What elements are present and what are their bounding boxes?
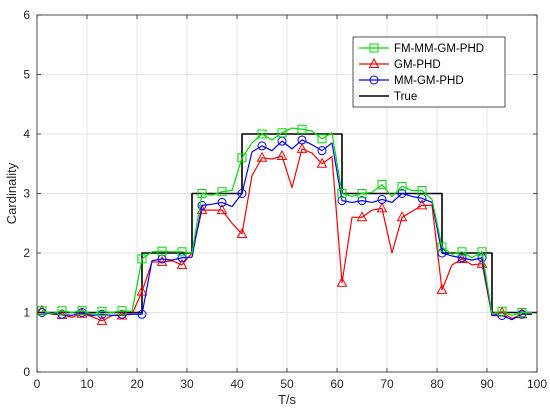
data-point [317, 134, 327, 144]
legend-label: FM-MM-GM-PHD [394, 43, 484, 55]
x-tick-label: 60 [330, 377, 344, 391]
x-tick-label: 100 [527, 377, 547, 391]
data-point [96, 314, 108, 325]
y-tick-label: 3 [23, 187, 30, 201]
data-point [397, 189, 407, 198]
data-point [296, 142, 308, 153]
legend-entry: GM-PHD [359, 57, 441, 71]
legend-entry: FM-MM-GM-PHD [359, 43, 484, 55]
data-point [477, 247, 487, 257]
data-point [236, 227, 248, 238]
x-tick-label: 50 [280, 377, 294, 391]
data-point [277, 128, 287, 138]
data-point [437, 248, 447, 258]
series-fm-mm-gm-phd [37, 124, 532, 317]
data-point [457, 253, 467, 263]
data-point [317, 146, 327, 156]
data-point [217, 187, 227, 197]
data-point [417, 186, 427, 196]
data-point [177, 253, 187, 263]
legend-entry: True [359, 91, 417, 103]
data-point [337, 189, 347, 198]
tick-layer: 0 10 20 30 40 50 60 70 80 90 100 0 1 2 3 4 5 6 [23, 8, 547, 391]
data-point [437, 242, 447, 252]
data-point [357, 196, 367, 206]
data-point [137, 309, 147, 319]
data-point [157, 246, 167, 256]
data-point [197, 200, 207, 210]
data-point [117, 306, 127, 316]
x-tick-label: 40 [230, 377, 244, 391]
data-point [337, 196, 347, 206]
y-axis-label: Cardinality [4, 162, 19, 224]
data-point [357, 189, 367, 198]
legend: FM-MM-GM-PHD GM-PHD MM-GM-PHD True [352, 36, 506, 108]
data-point [256, 151, 268, 162]
data-point [177, 247, 187, 257]
data-point [368, 57, 380, 68]
data-point [517, 308, 527, 317]
x-tick-label: 30 [180, 377, 194, 391]
data-point [497, 306, 507, 316]
x-tick-label: 80 [430, 377, 444, 391]
data-point [297, 135, 307, 145]
y-tick-label: 1 [23, 306, 30, 320]
data-point [376, 202, 388, 213]
data-point [369, 43, 379, 53]
series-line [41, 148, 532, 322]
data-point [316, 157, 328, 168]
data-point [396, 211, 408, 222]
y-tick-label: 6 [23, 8, 30, 22]
data-point [237, 153, 247, 163]
data-point [436, 283, 448, 294]
data-point [57, 306, 67, 316]
data-point [136, 285, 148, 296]
data-point [336, 276, 348, 287]
x-tick-label: 0 [34, 377, 41, 391]
x-tick-label: 70 [380, 377, 394, 391]
y-tick-label: 4 [23, 127, 30, 141]
x-tick-label: 20 [130, 377, 144, 391]
data-point [37, 306, 47, 316]
legend-label: True [394, 91, 417, 103]
data-point [97, 306, 107, 316]
data-point [377, 180, 387, 190]
data-point [237, 189, 247, 198]
legend-label: GM-PHD [394, 59, 441, 71]
y-tick-label: 2 [23, 246, 30, 260]
data-point [257, 129, 267, 139]
x-axis-label: T/s [278, 392, 297, 407]
legend-entry: MM-GM-PHD [359, 75, 464, 87]
x-tick-label: 10 [80, 377, 94, 391]
data-point [216, 204, 228, 215]
data-point [377, 194, 387, 204]
data-point [257, 141, 267, 151]
data-point [457, 247, 467, 257]
data-point [197, 189, 207, 198]
y-tick-label: 5 [23, 68, 30, 82]
data-point [369, 75, 379, 85]
data-point [77, 306, 87, 316]
data-point [297, 124, 307, 134]
data-point [276, 149, 288, 161]
x-tick-label: 90 [480, 377, 494, 391]
data-point [156, 255, 168, 266]
series-line [41, 127, 532, 317]
data-point [176, 258, 188, 269]
legend-label: MM-GM-PHD [394, 75, 464, 87]
data-point [416, 199, 428, 210]
data-point [397, 181, 407, 191]
y-tick-label: 0 [23, 365, 30, 379]
data-point [356, 211, 368, 222]
series-layer [36, 124, 537, 325]
data-point [137, 254, 147, 264]
data-point [217, 197, 227, 207]
